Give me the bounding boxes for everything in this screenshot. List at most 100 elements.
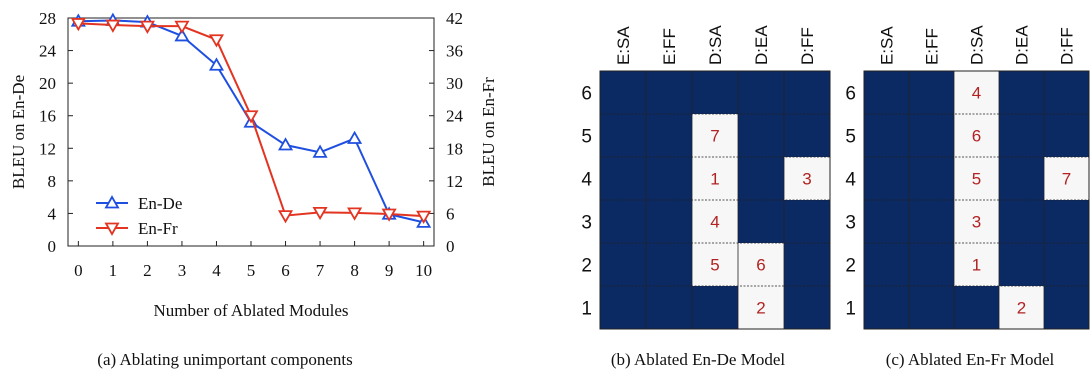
heatmap-cell <box>909 243 954 286</box>
heatmap-column-label: D:FF <box>798 27 817 65</box>
y-tick-label: 20 <box>39 74 56 93</box>
data-point-en-fr <box>243 110 259 124</box>
heatmap-row-label: 3 <box>581 213 592 234</box>
data-point-en-fr <box>347 207 363 221</box>
y2-tick-label: 36 <box>446 42 463 61</box>
heatmap-cell <box>600 243 646 286</box>
heatmap-cell <box>999 71 1044 114</box>
heatmap-cell <box>784 200 830 243</box>
heatmap-cell-ablated <box>692 200 738 243</box>
heatmap-cell <box>784 114 830 157</box>
heatmap-column-label: E:SA <box>878 26 897 65</box>
heatmap-cell <box>864 243 909 286</box>
heatmap-cell-ablated <box>954 114 999 157</box>
x-axis-label: Number of Ablated Modules <box>154 301 349 320</box>
y2-tick-label: 30 <box>446 74 463 93</box>
heatmap-cell <box>909 200 954 243</box>
heatmap-cell <box>909 114 954 157</box>
x-tick-label: 10 <box>415 261 432 280</box>
heatmap-row-label: 2 <box>581 256 592 277</box>
y-tick-label: 28 <box>39 9 56 28</box>
heatmap-cell-label: 4 <box>710 213 719 232</box>
heatmap-cell <box>1044 243 1089 286</box>
data-point-en-fr <box>381 208 397 222</box>
x-tick-label: 7 <box>316 261 325 280</box>
heatmap-row-label: 4 <box>845 170 856 191</box>
heatmap-cell <box>1044 114 1089 157</box>
heatmap-cell-label: 7 <box>1062 170 1071 189</box>
heatmap-cell-ablated <box>692 114 738 157</box>
heatmap-frame <box>599 70 831 330</box>
x-tick-label: 3 <box>178 261 187 280</box>
x-tick-label: 5 <box>247 261 256 280</box>
heatmap-row-label: 3 <box>845 213 856 234</box>
heatmap-column-label: E:SA <box>614 26 633 65</box>
heatmap-en-fr: 4 6 5 7 3 1 2 E:SA E:FF D:SA D:EA D:FF 6 5 4 3 2 1 <box>845 25 1090 330</box>
data-point-en-fr <box>416 210 432 224</box>
heatmap-cell <box>864 71 909 114</box>
heatmap-cell-label: 3 <box>802 170 811 189</box>
heatmap-frame <box>863 70 1090 330</box>
y-tick-label: 24 <box>39 42 57 61</box>
heatmap-cell-label: 5 <box>710 256 719 275</box>
heatmap-cell <box>646 286 692 329</box>
heatmap-cell <box>600 286 646 329</box>
heatmap-column-label: D:SA <box>706 25 725 65</box>
legend-marker-en-de <box>104 195 120 209</box>
heatmap-cell <box>600 157 646 200</box>
x-tick-label: 6 <box>281 261 290 280</box>
heatmap-cell-label: 2 <box>1017 299 1026 318</box>
legend-label-en-de: En-De <box>138 194 182 213</box>
y-axis-label: BLEU on En-De <box>9 75 28 189</box>
heatmap-cell <box>954 286 999 329</box>
y-tick-label: 8 <box>48 172 57 191</box>
heatmap-cell-label: 6 <box>972 127 981 146</box>
heatmap-cell <box>784 243 830 286</box>
heatmap-cell-label: 2 <box>756 299 765 318</box>
heatmap-cell <box>646 71 692 114</box>
heatmap-column-label: D:FF <box>1058 27 1077 65</box>
heatmap-cell <box>1044 200 1089 243</box>
x-tick-label: 8 <box>350 261 359 280</box>
caption-a: (a) Ablating unimportant components <box>97 350 352 369</box>
heatmap-cell <box>864 200 909 243</box>
heatmap-column-label: D:SA <box>968 25 987 65</box>
heatmap-cell <box>738 200 784 243</box>
heatmap-cell <box>646 243 692 286</box>
heatmap-cell-label: 1 <box>972 256 981 275</box>
heatmap-cell <box>864 157 909 200</box>
x-tick-label: 0 <box>74 261 83 280</box>
heatmap-cell-ablated <box>692 157 738 200</box>
heatmap-cell-ablated <box>738 243 784 286</box>
heatmap-cell <box>999 114 1044 157</box>
heatmap-cell-ablated <box>954 243 999 286</box>
heatmap-cell-label: 4 <box>972 84 981 103</box>
data-point-en-de <box>174 28 190 42</box>
heatmap-cell-ablated <box>954 200 999 243</box>
y-tick-label: 16 <box>39 107 56 126</box>
heatmap-cell <box>646 200 692 243</box>
legend-label-en-fr: En-Fr <box>138 219 178 238</box>
data-point-en-fr <box>174 20 190 34</box>
heatmap-cell <box>784 71 830 114</box>
data-point-en-fr <box>277 210 294 224</box>
data-point-en-de <box>347 130 363 144</box>
data-point-en-fr <box>139 20 155 34</box>
x-tick-label: 9 <box>385 261 394 280</box>
heatmap-cell <box>784 286 830 329</box>
heatmap-cell <box>738 114 784 157</box>
x-tick-label: 2 <box>143 261 152 280</box>
heatmap-cell <box>646 157 692 200</box>
y2-tick-label: 18 <box>446 139 463 158</box>
data-point-en-fr <box>105 19 121 33</box>
heatmap-cell <box>909 157 954 200</box>
data-point-en-de <box>208 57 225 71</box>
heatmap-row-label: 4 <box>581 170 592 191</box>
y2-tick-label: 0 <box>446 237 455 256</box>
caption-c: (c) Ablated En-Fr Model <box>886 350 1055 369</box>
y-tick-label: 4 <box>48 204 57 223</box>
heatmap-cell-ablated <box>954 71 999 114</box>
y-tick-label: 0 <box>48 237 57 256</box>
heatmap-cell-label: 1 <box>710 170 719 189</box>
